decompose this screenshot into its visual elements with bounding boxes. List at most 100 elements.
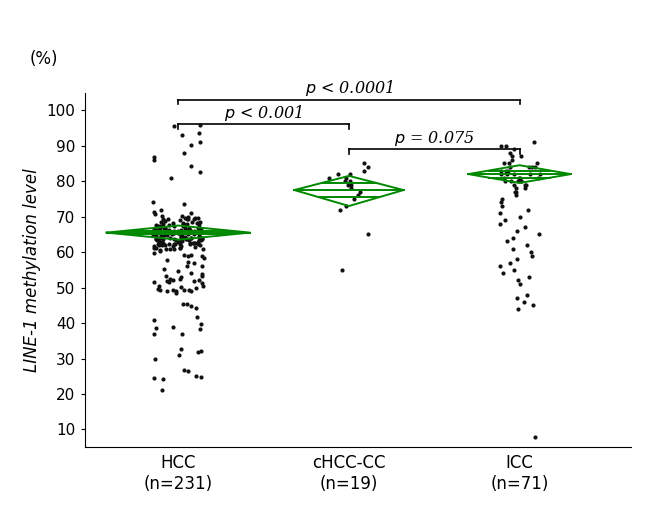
Point	[151, 244, 161, 252]
Point	[532, 159, 542, 168]
Point	[184, 286, 194, 294]
Point	[154, 234, 164, 242]
Point	[155, 226, 165, 234]
Point	[164, 278, 174, 286]
Point	[337, 266, 347, 274]
Point	[163, 215, 174, 224]
Point	[169, 240, 179, 248]
Point	[520, 223, 530, 231]
Point	[181, 214, 192, 223]
Point	[161, 245, 172, 253]
Point	[530, 432, 541, 440]
Point	[335, 206, 346, 214]
Point	[151, 324, 162, 333]
Point	[177, 212, 188, 220]
Point	[189, 238, 200, 247]
Point	[188, 277, 199, 285]
Point	[197, 251, 207, 260]
Point	[151, 231, 161, 239]
Point	[495, 219, 506, 228]
Point	[155, 285, 165, 293]
Point	[195, 218, 205, 227]
Point	[151, 235, 162, 243]
Point	[165, 245, 176, 253]
Point	[177, 234, 188, 242]
Point	[179, 286, 190, 295]
Point	[198, 282, 209, 290]
Point	[186, 141, 196, 149]
Point	[495, 170, 506, 178]
Point	[193, 213, 203, 222]
Point	[177, 219, 188, 228]
Point	[188, 259, 199, 267]
Point	[177, 218, 188, 227]
Point	[183, 251, 193, 260]
Point	[157, 220, 168, 228]
Point	[196, 319, 207, 327]
Point	[173, 237, 183, 246]
Point	[186, 209, 196, 217]
Point	[182, 220, 192, 228]
Point	[180, 221, 190, 229]
Point	[512, 294, 522, 302]
Point	[175, 276, 185, 284]
Point	[495, 262, 505, 270]
Point	[183, 235, 194, 244]
Point	[154, 228, 164, 236]
Point	[514, 174, 524, 182]
Point	[155, 223, 165, 231]
Point	[185, 240, 196, 248]
Point	[177, 300, 188, 308]
Point	[179, 250, 189, 259]
Text: (%): (%)	[30, 50, 58, 68]
Point	[148, 231, 158, 239]
Point	[157, 235, 168, 243]
Point	[175, 240, 185, 248]
Point	[515, 280, 526, 288]
Point	[506, 177, 517, 186]
Point	[195, 325, 205, 333]
Point	[188, 230, 199, 238]
Point	[513, 277, 523, 285]
Point	[183, 215, 194, 223]
Point	[523, 206, 533, 214]
Point	[162, 228, 173, 236]
Point	[155, 234, 166, 243]
Point	[194, 233, 205, 242]
Point	[183, 230, 194, 238]
Point	[194, 223, 205, 231]
Point	[198, 245, 209, 253]
Point	[502, 237, 512, 246]
Point	[192, 218, 203, 227]
Point	[192, 314, 202, 322]
Point	[187, 217, 198, 226]
Point	[148, 228, 158, 236]
Point	[505, 259, 515, 267]
Point	[165, 228, 176, 236]
Point	[179, 200, 190, 208]
Point	[346, 180, 356, 189]
Point	[359, 159, 369, 168]
Point	[159, 230, 170, 238]
Text: $p$ < 0.0001: $p$ < 0.0001	[305, 78, 393, 98]
Point	[153, 285, 163, 293]
Point	[149, 208, 159, 216]
Point	[195, 229, 205, 237]
Point	[150, 224, 160, 232]
Point	[535, 170, 545, 178]
Point	[169, 122, 179, 130]
Point	[183, 213, 193, 222]
Point	[509, 180, 519, 189]
Point	[160, 225, 170, 233]
Point	[341, 174, 351, 182]
Point	[348, 195, 359, 203]
Point	[186, 287, 196, 296]
Point	[505, 149, 515, 157]
Point	[175, 235, 185, 244]
Point	[157, 386, 168, 394]
Point	[497, 195, 508, 203]
Point	[525, 248, 536, 256]
Point	[186, 162, 196, 170]
Point	[156, 218, 166, 226]
Point	[189, 214, 200, 223]
